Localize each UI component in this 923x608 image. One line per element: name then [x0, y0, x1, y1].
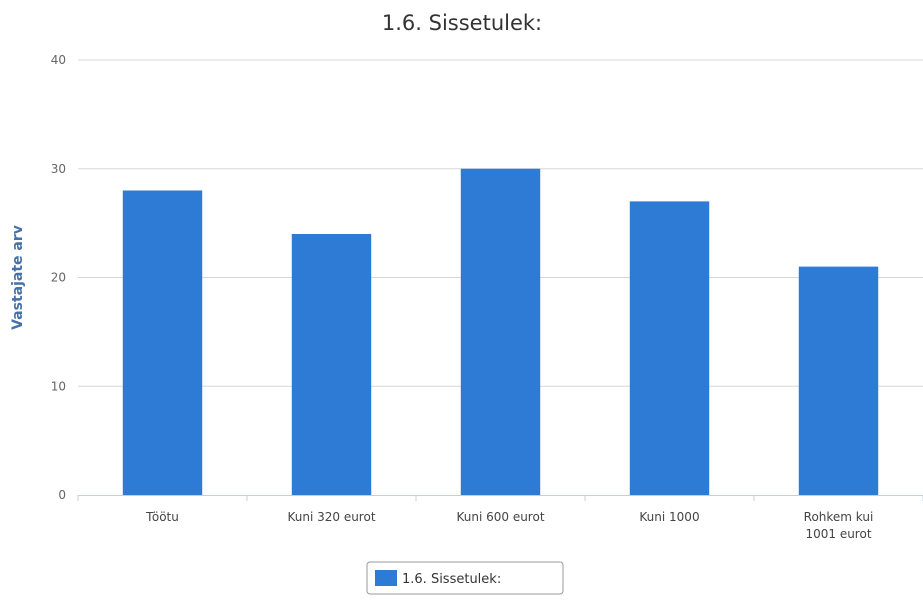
- bar[interactable]: [122, 190, 203, 496]
- legend-box[interactable]: [366, 561, 564, 595]
- x-axis: Töötu Kuni 320 eurot Kuni 600 eurot Kuni 10…: [77, 495, 923, 541]
- bar[interactable]: [798, 266, 879, 495]
- x-category-label: Rohkem kui 1001 eurot: [804, 510, 874, 541]
- y-tick-label: 10: [51, 379, 66, 393]
- x-category-label: Kuni 600 eurot: [456, 510, 544, 524]
- y-axis-title: Vastajate arv: [10, 225, 26, 330]
- bar[interactable]: [629, 201, 710, 495]
- legend-series-label: 1.6. Sissetulek:: [402, 572, 501, 587]
- bar[interactable]: [291, 234, 372, 495]
- y-tick-label: 40: [51, 53, 66, 67]
- x-category-label: Töötu: [145, 510, 179, 524]
- bar[interactable]: [460, 168, 541, 495]
- y-tick-label: 30: [51, 162, 66, 176]
- legend[interactable]: 1.6. Sissetulek:: [366, 561, 564, 595]
- x-category-label: Kuni 1000: [639, 510, 699, 524]
- bars: [122, 168, 879, 496]
- y-tick-label: 0: [58, 488, 66, 502]
- chart-title: 1.6. Sissetulek:: [382, 11, 542, 35]
- y-tick-label: 20: [51, 271, 66, 285]
- legend-swatch: [375, 570, 397, 586]
- y-axis-ticks: 0 10 20 30 40: [51, 53, 66, 502]
- x-category-label: Kuni 320 eurot: [287, 510, 375, 524]
